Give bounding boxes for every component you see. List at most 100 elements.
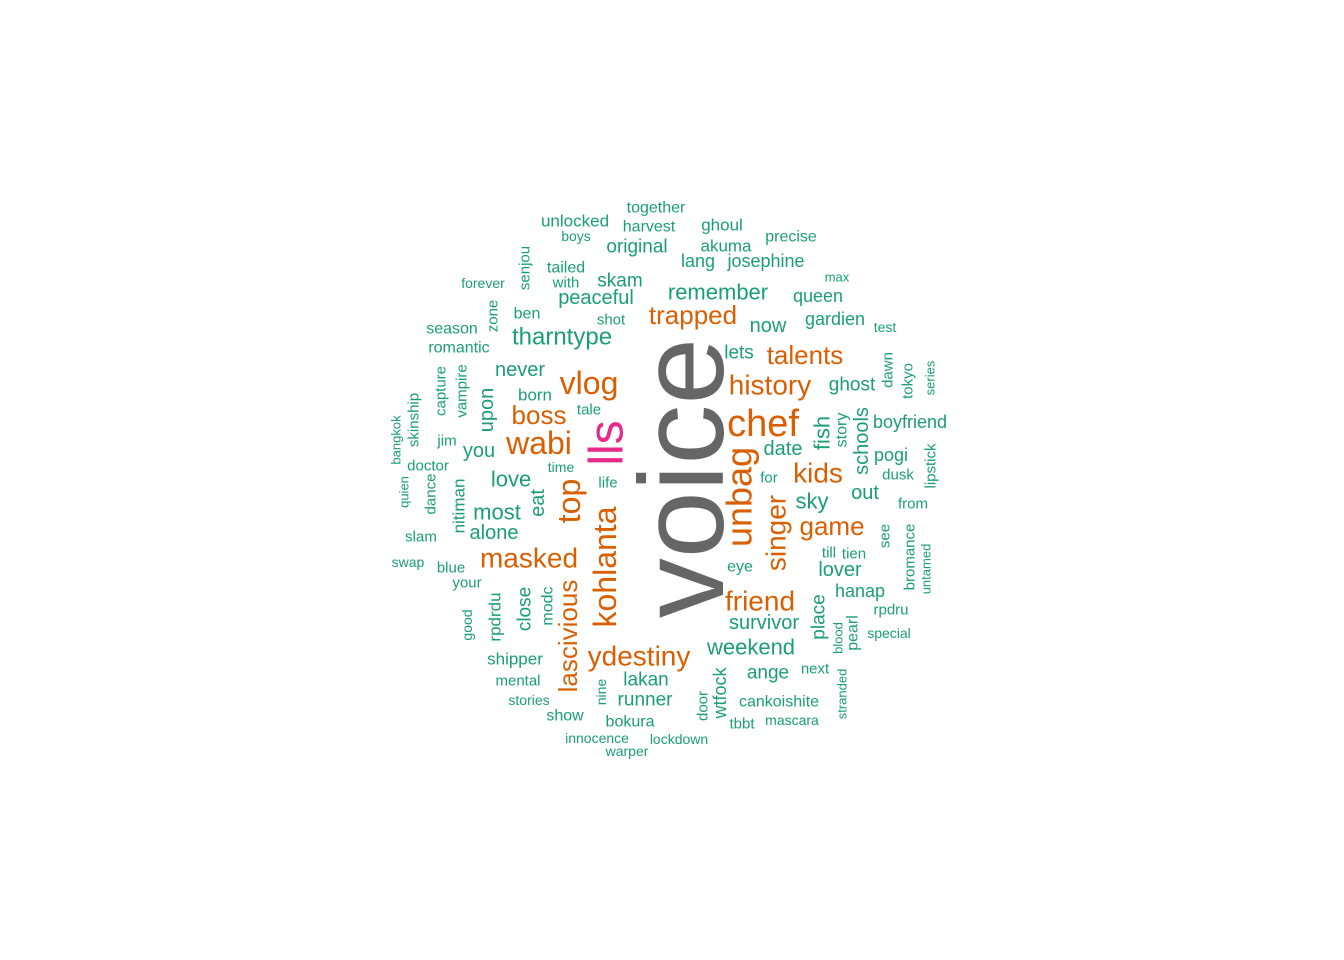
word-josephine: josephine [726, 251, 804, 271]
word-kids: kids [793, 458, 843, 489]
word-trapped: trapped [649, 300, 737, 330]
word-love: love [491, 467, 531, 492]
word-together: together [627, 200, 686, 217]
word-dawn: dawn [880, 352, 897, 388]
word-stories: stories [508, 692, 549, 708]
word-sky: sky [796, 489, 829, 514]
word-skam: skam [597, 271, 642, 292]
word-dance: dance [423, 474, 440, 515]
word-schools: schools [851, 407, 873, 475]
word-max: max [825, 270, 850, 285]
word-rpdrdu: rpdrdu [486, 592, 505, 641]
word-boyfriend: boyfriend [873, 412, 947, 432]
word-masked: masked [480, 543, 578, 574]
word-born: born [518, 386, 552, 405]
word-mascara: mascara [765, 712, 819, 728]
word-life: life [598, 475, 617, 492]
word-peaceful: peaceful [558, 287, 634, 309]
word-fish: fish [810, 416, 835, 450]
word-akuma: akuma [700, 237, 752, 256]
word-alone: alone [470, 522, 519, 544]
word-boss: boss [512, 400, 567, 430]
word-next: next [801, 661, 830, 678]
word-friend: friend [725, 586, 795, 617]
word-original: original [606, 237, 667, 258]
word-ghoul: ghoul [701, 216, 743, 235]
word-innocence: innocence [565, 730, 629, 746]
word-untamed: untamed [919, 544, 934, 595]
word-tale: tale [577, 402, 601, 419]
word-slam: slam [405, 529, 437, 546]
word-nine: nine [593, 679, 609, 706]
word-blood: blood [831, 622, 846, 654]
word-with: with [552, 275, 580, 292]
word-nitiman: nitiman [450, 479, 469, 534]
word-shot: shot [597, 312, 626, 329]
word-tokyo: tokyo [900, 363, 917, 399]
word-history: history [729, 370, 811, 401]
word-ghost: ghost [829, 375, 876, 396]
word-out: out [851, 482, 879, 504]
word-cankoishite: cankoishite [739, 694, 819, 711]
word-special: special [867, 625, 911, 641]
word-you: you [463, 440, 495, 462]
word-story: story [834, 413, 851, 448]
word-test: test [874, 319, 897, 335]
word-date: date [764, 438, 803, 460]
word-mental: mental [495, 673, 540, 690]
word-time: time [548, 459, 575, 475]
word-stranded: stranded [835, 669, 850, 720]
word-romantic: romantic [428, 340, 489, 357]
word-bokura: bokura [606, 714, 655, 731]
word-gardien: gardien [805, 309, 865, 329]
word-show: show [546, 708, 584, 725]
word-close: close [515, 587, 536, 631]
word-lipstick: lipstick [923, 443, 940, 489]
word-precise: precise [765, 229, 817, 246]
word-harvest: harvest [623, 219, 676, 236]
word-vlog: vlog [560, 365, 619, 401]
word-game: game [799, 511, 864, 541]
word-chef: chef [727, 403, 799, 445]
word-now: now [750, 315, 787, 337]
word-tien: tien [842, 546, 866, 563]
word-upon: upon [476, 388, 498, 433]
word-remember: remember [668, 280, 768, 305]
word-zone: zone [485, 300, 502, 333]
word-voice: voice [615, 338, 749, 618]
word-series: series [923, 360, 938, 395]
word-your: your [452, 575, 481, 592]
word-ben: ben [514, 306, 541, 323]
word-eat: eat [527, 489, 549, 517]
word-swap: swap [392, 554, 425, 570]
word-pearl: pearl [845, 615, 862, 651]
word-pogi: pogi [874, 445, 908, 465]
word-tharntype: tharntype [512, 324, 612, 351]
word-vampire: vampire [454, 364, 471, 417]
word-top: top [551, 479, 587, 523]
word-skinship: skinship [406, 393, 423, 447]
word-capture: capture [433, 366, 450, 416]
word-survivor: survivor [729, 612, 799, 634]
word-unlocked: unlocked [541, 212, 609, 231]
word-for: for [760, 470, 778, 487]
word-quien: quien [397, 476, 412, 508]
word-dusk: dusk [882, 467, 914, 484]
word-bromance: bromance [902, 524, 919, 591]
word-lockdown: lockdown [650, 731, 708, 747]
word-see: see [877, 524, 894, 548]
word-from: from [898, 496, 928, 513]
word-bangkok: bangkok [389, 415, 404, 465]
word-doctor: doctor [407, 458, 449, 475]
word-eye: eye [727, 559, 753, 576]
word-queen: queen [793, 286, 843, 306]
word-place: place [809, 594, 830, 639]
word-lang: lang [681, 251, 715, 271]
word-kohlanta: kohlanta [587, 506, 623, 627]
word-blue: blue [437, 560, 465, 577]
word-ange: ange [747, 663, 789, 684]
word-jim: jim [436, 433, 456, 450]
word-shipper: shipper [487, 650, 543, 669]
word-lets: lets [724, 343, 754, 364]
